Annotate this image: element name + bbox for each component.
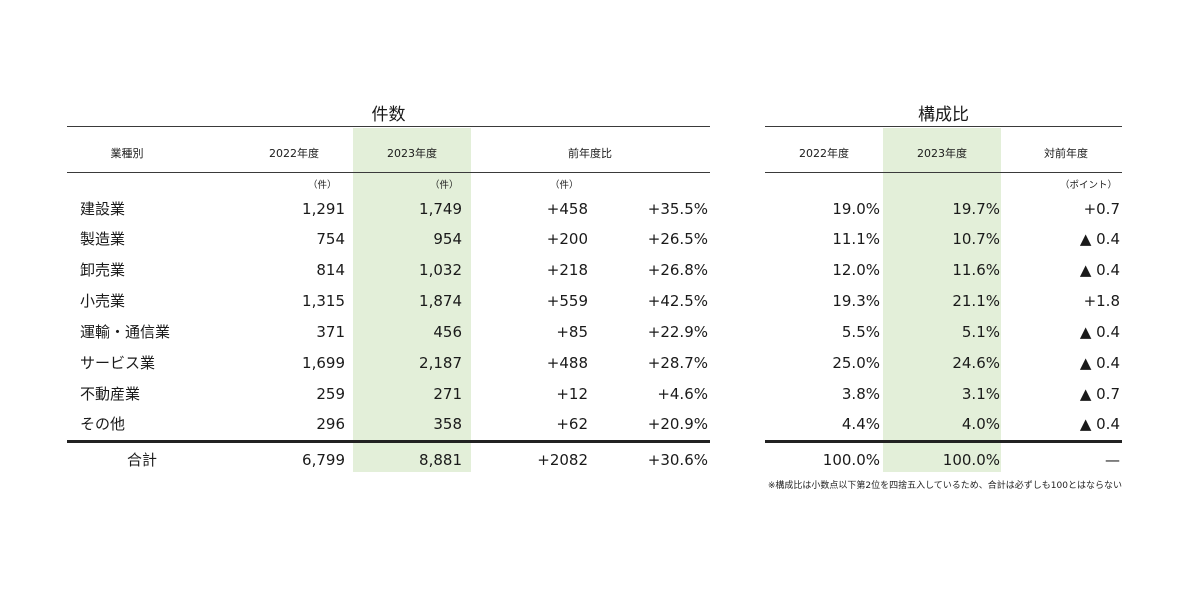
ratio-2022: 4.4%: [841, 415, 880, 433]
ratio-2022: 12.0%: [832, 261, 880, 279]
count-2022: 754: [316, 230, 345, 248]
count-diff: +85: [556, 323, 588, 341]
count-pct: +26.5%: [647, 230, 708, 248]
total-count-2023: 8,881: [419, 451, 462, 469]
industry-label: サービス業: [80, 354, 156, 372]
unit-points: （ポイント）: [1060, 180, 1118, 191]
ratio-diff: ▲ 0.4: [1079, 415, 1120, 433]
ratio-2022: 11.1%: [832, 230, 880, 248]
header-2022: 2022年度: [269, 147, 319, 160]
count-pct: +4.6%: [657, 385, 708, 403]
total-count-pct: +30.6%: [647, 451, 708, 469]
header-industry: 業種別: [110, 147, 144, 160]
group-title-ratio: 構成比: [918, 105, 969, 125]
ratio-diff: ▲ 0.7: [1079, 385, 1120, 403]
header-ratio-yoy: 対前年度: [1044, 147, 1088, 160]
total-ratio-2022: 100.0%: [822, 451, 880, 469]
count-2022: 814: [316, 261, 345, 279]
ratio-2023: 11.6%: [952, 261, 1000, 279]
unit-2022: （件）: [308, 180, 337, 191]
count-2022: 1,315: [302, 292, 345, 310]
total-label: 合計: [126, 451, 157, 469]
count-pct: +22.9%: [647, 323, 708, 341]
top-rule-left: [67, 126, 710, 127]
count-2023: 456: [433, 323, 462, 341]
group-title-count: 件数: [371, 105, 406, 125]
count-diff: +218: [546, 261, 588, 279]
count-diff: +488: [546, 354, 588, 372]
count-pct: +42.5%: [647, 292, 708, 310]
count-2022: 1,291: [302, 200, 345, 218]
ratio-2022: 25.0%: [832, 354, 880, 372]
ratio-2023: 5.1%: [961, 323, 1000, 341]
ratio-diff: ▲ 0.4: [1079, 230, 1120, 248]
ratio-2023: 24.6%: [952, 354, 1000, 372]
header-rule-left: [67, 172, 710, 173]
ratio-diff: +0.7: [1083, 200, 1120, 218]
count-2023: 2,187: [419, 354, 462, 372]
ratio-2023: 3.1%: [961, 385, 1000, 403]
header-yoy: 前年度比: [568, 147, 612, 160]
ratio-2023: 10.7%: [952, 230, 1000, 248]
unit-2023: （件）: [430, 180, 459, 191]
count-2023: 954: [433, 230, 462, 248]
count-pct: +26.8%: [647, 261, 708, 279]
count-diff: +12: [556, 385, 588, 403]
ratio-2022: 19.3%: [832, 292, 880, 310]
ratio-diff: ▲ 0.4: [1079, 323, 1120, 341]
industry-label: 卸売業: [80, 261, 126, 279]
count-diff: +200: [546, 230, 588, 248]
count-pct: +20.9%: [647, 415, 708, 433]
top-rule-right: [765, 126, 1122, 127]
count-2023: 271: [433, 385, 462, 403]
industry-label: 製造業: [80, 230, 126, 248]
ratio-2023: 19.7%: [952, 200, 1000, 218]
header-2023: 2023年度: [387, 147, 437, 160]
unit-diff: （件）: [550, 180, 579, 191]
ratio-2022: 3.8%: [841, 385, 880, 403]
footnote: ※構成比は小数点以下第2位を四捨五入しているため、合計は必ずしも100とはならな…: [767, 481, 1122, 491]
count-2022: 259: [316, 385, 345, 403]
industry-label: 不動産業: [80, 385, 141, 403]
count-pct: +35.5%: [647, 200, 708, 218]
industry-label: 建設業: [80, 200, 126, 218]
highlight-2023-ratio-column: [883, 128, 1001, 472]
ratio-2022: 5.5%: [841, 323, 880, 341]
industry-label: 小売業: [80, 292, 126, 310]
industry-label: 運輸・通信業: [80, 323, 171, 341]
ratio-diff: ▲ 0.4: [1079, 354, 1120, 372]
total-count-2022: 6,799: [302, 451, 345, 469]
total-ratio-diff: —: [1105, 451, 1120, 469]
industry-label: その他: [80, 415, 126, 433]
ratio-diff: +1.8: [1083, 292, 1120, 310]
highlight-2023-count-column: [353, 128, 471, 472]
count-2022: 371: [316, 323, 345, 341]
total-rule-left: [67, 440, 710, 443]
count-diff: +559: [546, 292, 588, 310]
header-ratio-2022: 2022年度: [799, 147, 849, 160]
count-2023: 1,032: [419, 261, 462, 279]
count-pct: +28.7%: [647, 354, 708, 372]
ratio-2023: 21.1%: [952, 292, 1000, 310]
header-rule-right: [765, 172, 1122, 173]
ratio-diff: ▲ 0.4: [1079, 261, 1120, 279]
total-count-diff: +2082: [537, 451, 588, 469]
count-2022: 296: [316, 415, 345, 433]
ratio-2022: 19.0%: [832, 200, 880, 218]
ratio-2023: 4.0%: [961, 415, 1000, 433]
header-ratio-2023: 2023年度: [917, 147, 967, 160]
count-diff: +62: [556, 415, 588, 433]
count-2023: 1,749: [419, 200, 462, 218]
count-2023: 358: [433, 415, 462, 433]
count-2023: 1,874: [419, 292, 462, 310]
total-ratio-2023: 100.0%: [942, 451, 1000, 469]
count-2022: 1,699: [302, 354, 345, 372]
count-diff: +458: [546, 200, 588, 218]
total-rule-right: [765, 440, 1122, 443]
